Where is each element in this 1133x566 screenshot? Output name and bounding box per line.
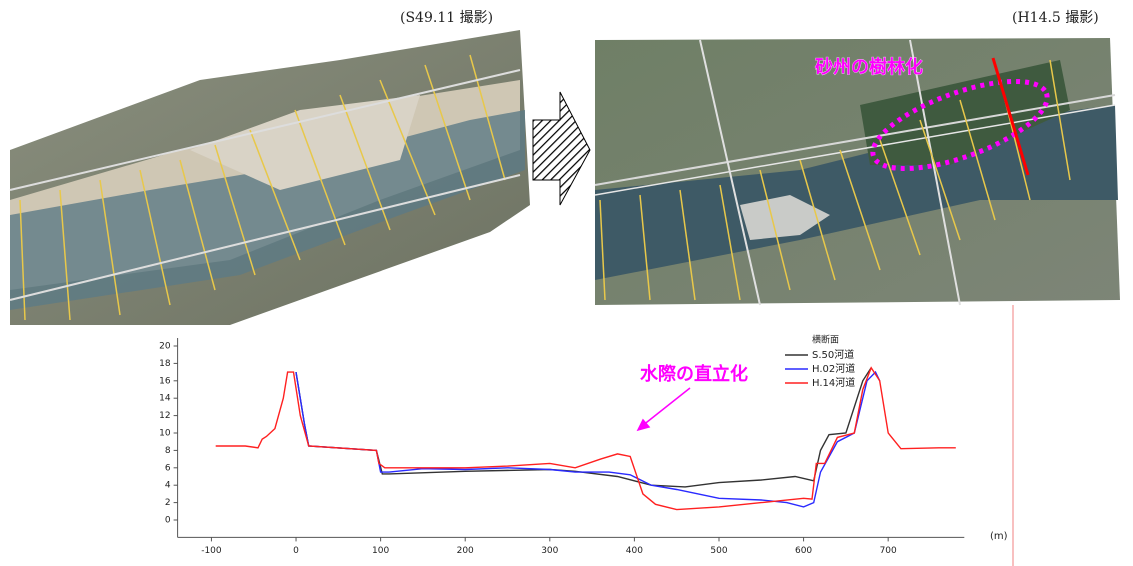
legend-label: H.14河道 [812,376,855,389]
x-tick-label: 100 [372,546,389,556]
x-tick-label: 700 [880,546,897,556]
left-caption: (S49.11 撮影) [400,9,493,26]
x-tick-label: 300 [541,546,558,556]
series-line [295,370,881,508]
photo-annotation: 砂州の樹林化 [815,56,923,78]
y-tick-label: 4 [165,481,171,491]
y-tick-label: 6 [165,463,171,473]
legend-label: H.02河道 [812,362,855,375]
legend-title: 横断面 [812,334,839,346]
left-photo [9,30,530,325]
legend-label: S.50河道 [812,348,854,361]
x-tick-label: 500 [710,546,727,556]
series-line [295,367,872,488]
arrow [532,91,591,206]
right-photo [594,38,1120,306]
y-tick-label: 8 [165,446,171,456]
y-tick-label: 20 [159,342,171,352]
x-tick-label: -100 [201,546,222,556]
x-tick-label: 200 [457,546,474,556]
y-tick-label: 10 [159,429,171,439]
y-tick-label: 2 [165,498,171,508]
x-tick-label: 600 [795,546,812,556]
y-tick-label: 12 [159,411,170,421]
chart-annotation: 水際の直立化 [640,363,748,385]
series-line [215,366,956,511]
y-tick-label: 0 [165,516,171,526]
y-tick-label: 18 [159,359,171,369]
x-tick-label: 0 [293,546,299,556]
x-unit: (m) [990,531,1008,542]
annotation-arrow [636,387,691,432]
x-tick-label: 400 [626,546,643,556]
y-tick-label: 16 [159,376,171,386]
right-caption: (H14.5 撮影) [1012,9,1099,26]
y-tick-label: 14 [159,394,171,404]
